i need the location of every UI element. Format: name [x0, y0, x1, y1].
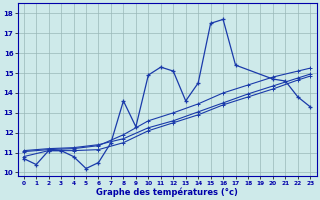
X-axis label: Graphe des températures (°c): Graphe des températures (°c) — [96, 187, 238, 197]
